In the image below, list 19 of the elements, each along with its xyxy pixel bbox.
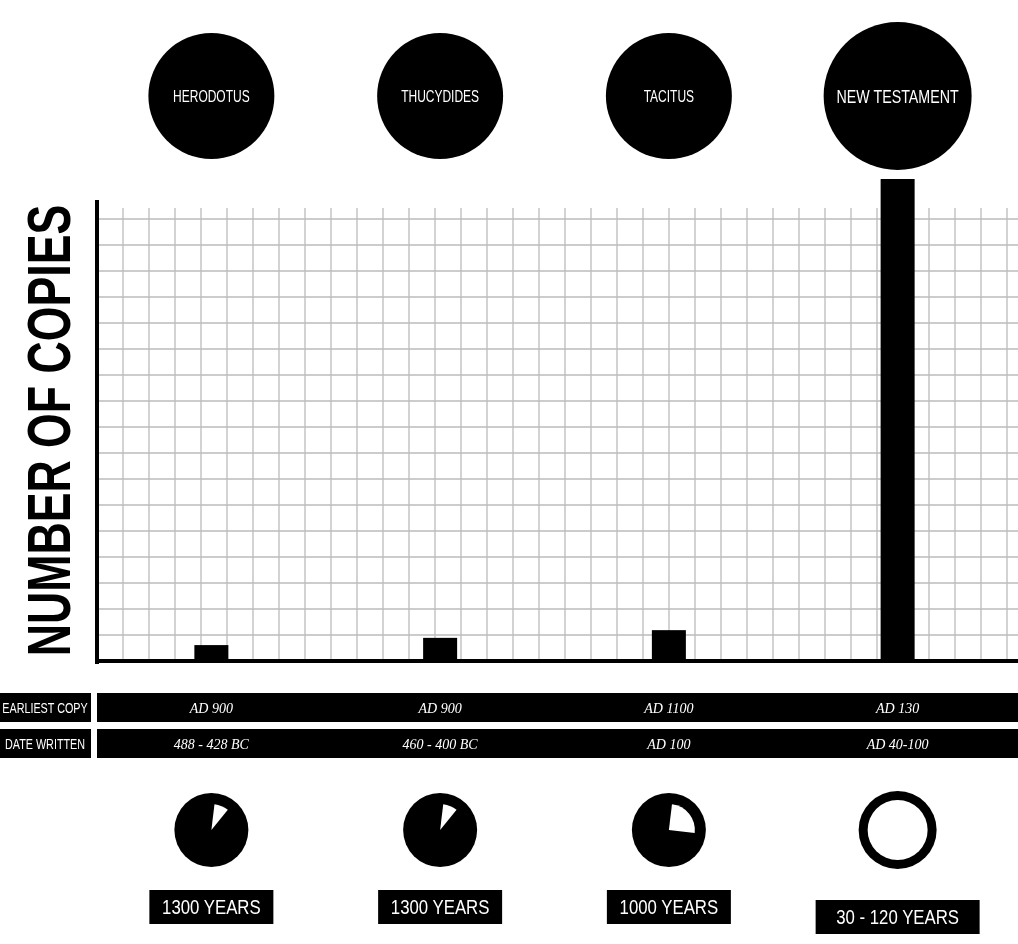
text: 460 - 400 BC (402, 736, 479, 752)
text: 1300 YEARS (390, 895, 490, 919)
x-tick-label: THUCYDIDES (401, 86, 480, 105)
text: AD 40-100 (865, 736, 929, 752)
text: AD 900 (417, 700, 462, 716)
text: AD 100 (646, 736, 691, 752)
text: 1000 YEARS (619, 895, 719, 919)
x-tick-label: HERODOTUS (173, 86, 250, 105)
x-tick-label: NEW TESTAMENT (836, 85, 959, 108)
text: 488 - 428 BC (173, 736, 250, 752)
text: EARLIEST COPY (2, 699, 88, 717)
y-axis-title: NUMBER OF COPIES (13, 204, 83, 657)
text: AD 130 (875, 700, 920, 716)
text: DATE WRITTEN (4, 735, 86, 753)
x-tick-label: TACITUS (643, 86, 695, 105)
text: AD 1100 (643, 700, 694, 716)
text: 30 - 120 YEARS (836, 905, 960, 929)
text: AD 900 (188, 700, 233, 716)
text: 1300 YEARS (162, 895, 261, 919)
